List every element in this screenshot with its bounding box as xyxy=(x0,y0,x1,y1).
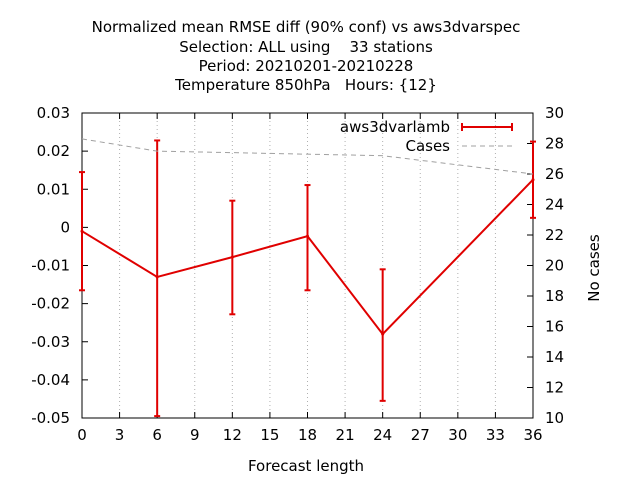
y2-axis-label: No cases xyxy=(585,234,603,302)
x-tick-label: 36 xyxy=(523,426,542,444)
y2-tick-label: 10 xyxy=(545,409,564,427)
legend-label-aws3dvarlamb: aws3dvarlamb xyxy=(340,118,450,136)
y2-tick-label: 16 xyxy=(545,318,564,336)
x-axis-label: Forecast length xyxy=(248,457,364,475)
tick-labels: 0 3 6 9 12 15 18 21 24 27 30 33 36-0.05-0.04-0.03-0.… xyxy=(31,104,564,444)
series-line-cases xyxy=(81,138,534,175)
chart-title: Normalized mean RMSE diff (90% conf) vs … xyxy=(92,18,521,94)
x-tick-label: 9 xyxy=(190,426,200,444)
data-point xyxy=(531,178,535,182)
x-tick-label: 12 xyxy=(223,426,242,444)
y2-tick-label: 26 xyxy=(545,165,564,183)
legend-label-cases: Cases xyxy=(405,137,450,155)
x-tick-label: 6 xyxy=(152,426,162,444)
y2-tick-label: 20 xyxy=(545,257,564,275)
title-line-4: Temperature 850hPa Hours: {12} xyxy=(174,76,437,94)
data-point xyxy=(80,229,84,233)
data-point xyxy=(155,275,159,279)
y2-tick-label: 30 xyxy=(545,104,564,122)
legend: aws3dvarlamb Cases xyxy=(340,118,513,155)
title-line-2: Selection: ALL using 33 stations xyxy=(179,38,433,56)
data-point xyxy=(306,234,309,238)
title-line-3: Period: 20210201-20210228 xyxy=(199,57,414,75)
y2-tick-label: 24 xyxy=(545,196,564,214)
y-tick-label: -0.05 xyxy=(31,409,70,427)
y2-tick-label: 14 xyxy=(545,348,564,366)
x-tick-label: 15 xyxy=(260,426,279,444)
y2-tick-label: 28 xyxy=(545,135,564,153)
y-tick-label: -0.02 xyxy=(31,295,70,313)
y-tick-label: 0.02 xyxy=(37,142,70,160)
y-tick-label: -0.01 xyxy=(31,257,70,275)
y-tick-label: -0.03 xyxy=(31,333,70,351)
y2-tick-label: 12 xyxy=(545,379,564,397)
x-tick-label: 30 xyxy=(448,426,467,444)
x-tick-label: 21 xyxy=(336,426,355,444)
x-tick-label: 24 xyxy=(373,426,392,444)
y-tick-label: -0.04 xyxy=(31,371,70,389)
x-tick-label: 3 xyxy=(115,426,125,444)
x-tick-label: 27 xyxy=(411,426,430,444)
series-line-aws3dvarlamb xyxy=(81,179,534,336)
y-tick-label: 0.01 xyxy=(37,180,70,198)
y-tick-label: 0 xyxy=(60,218,70,236)
y2-tick-label: 18 xyxy=(545,287,564,305)
x-tick-label: 0 xyxy=(77,426,87,444)
y2-tick-label: 22 xyxy=(545,226,564,244)
data-point xyxy=(230,255,234,259)
title-line-1: Normalized mean RMSE diff (90% conf) vs … xyxy=(92,18,521,36)
series-layer xyxy=(79,138,536,418)
x-tick-label: 18 xyxy=(298,426,317,444)
y-tick-label: 0.03 xyxy=(37,104,70,122)
x-tick-label: 33 xyxy=(486,426,505,444)
data-point xyxy=(381,332,385,336)
